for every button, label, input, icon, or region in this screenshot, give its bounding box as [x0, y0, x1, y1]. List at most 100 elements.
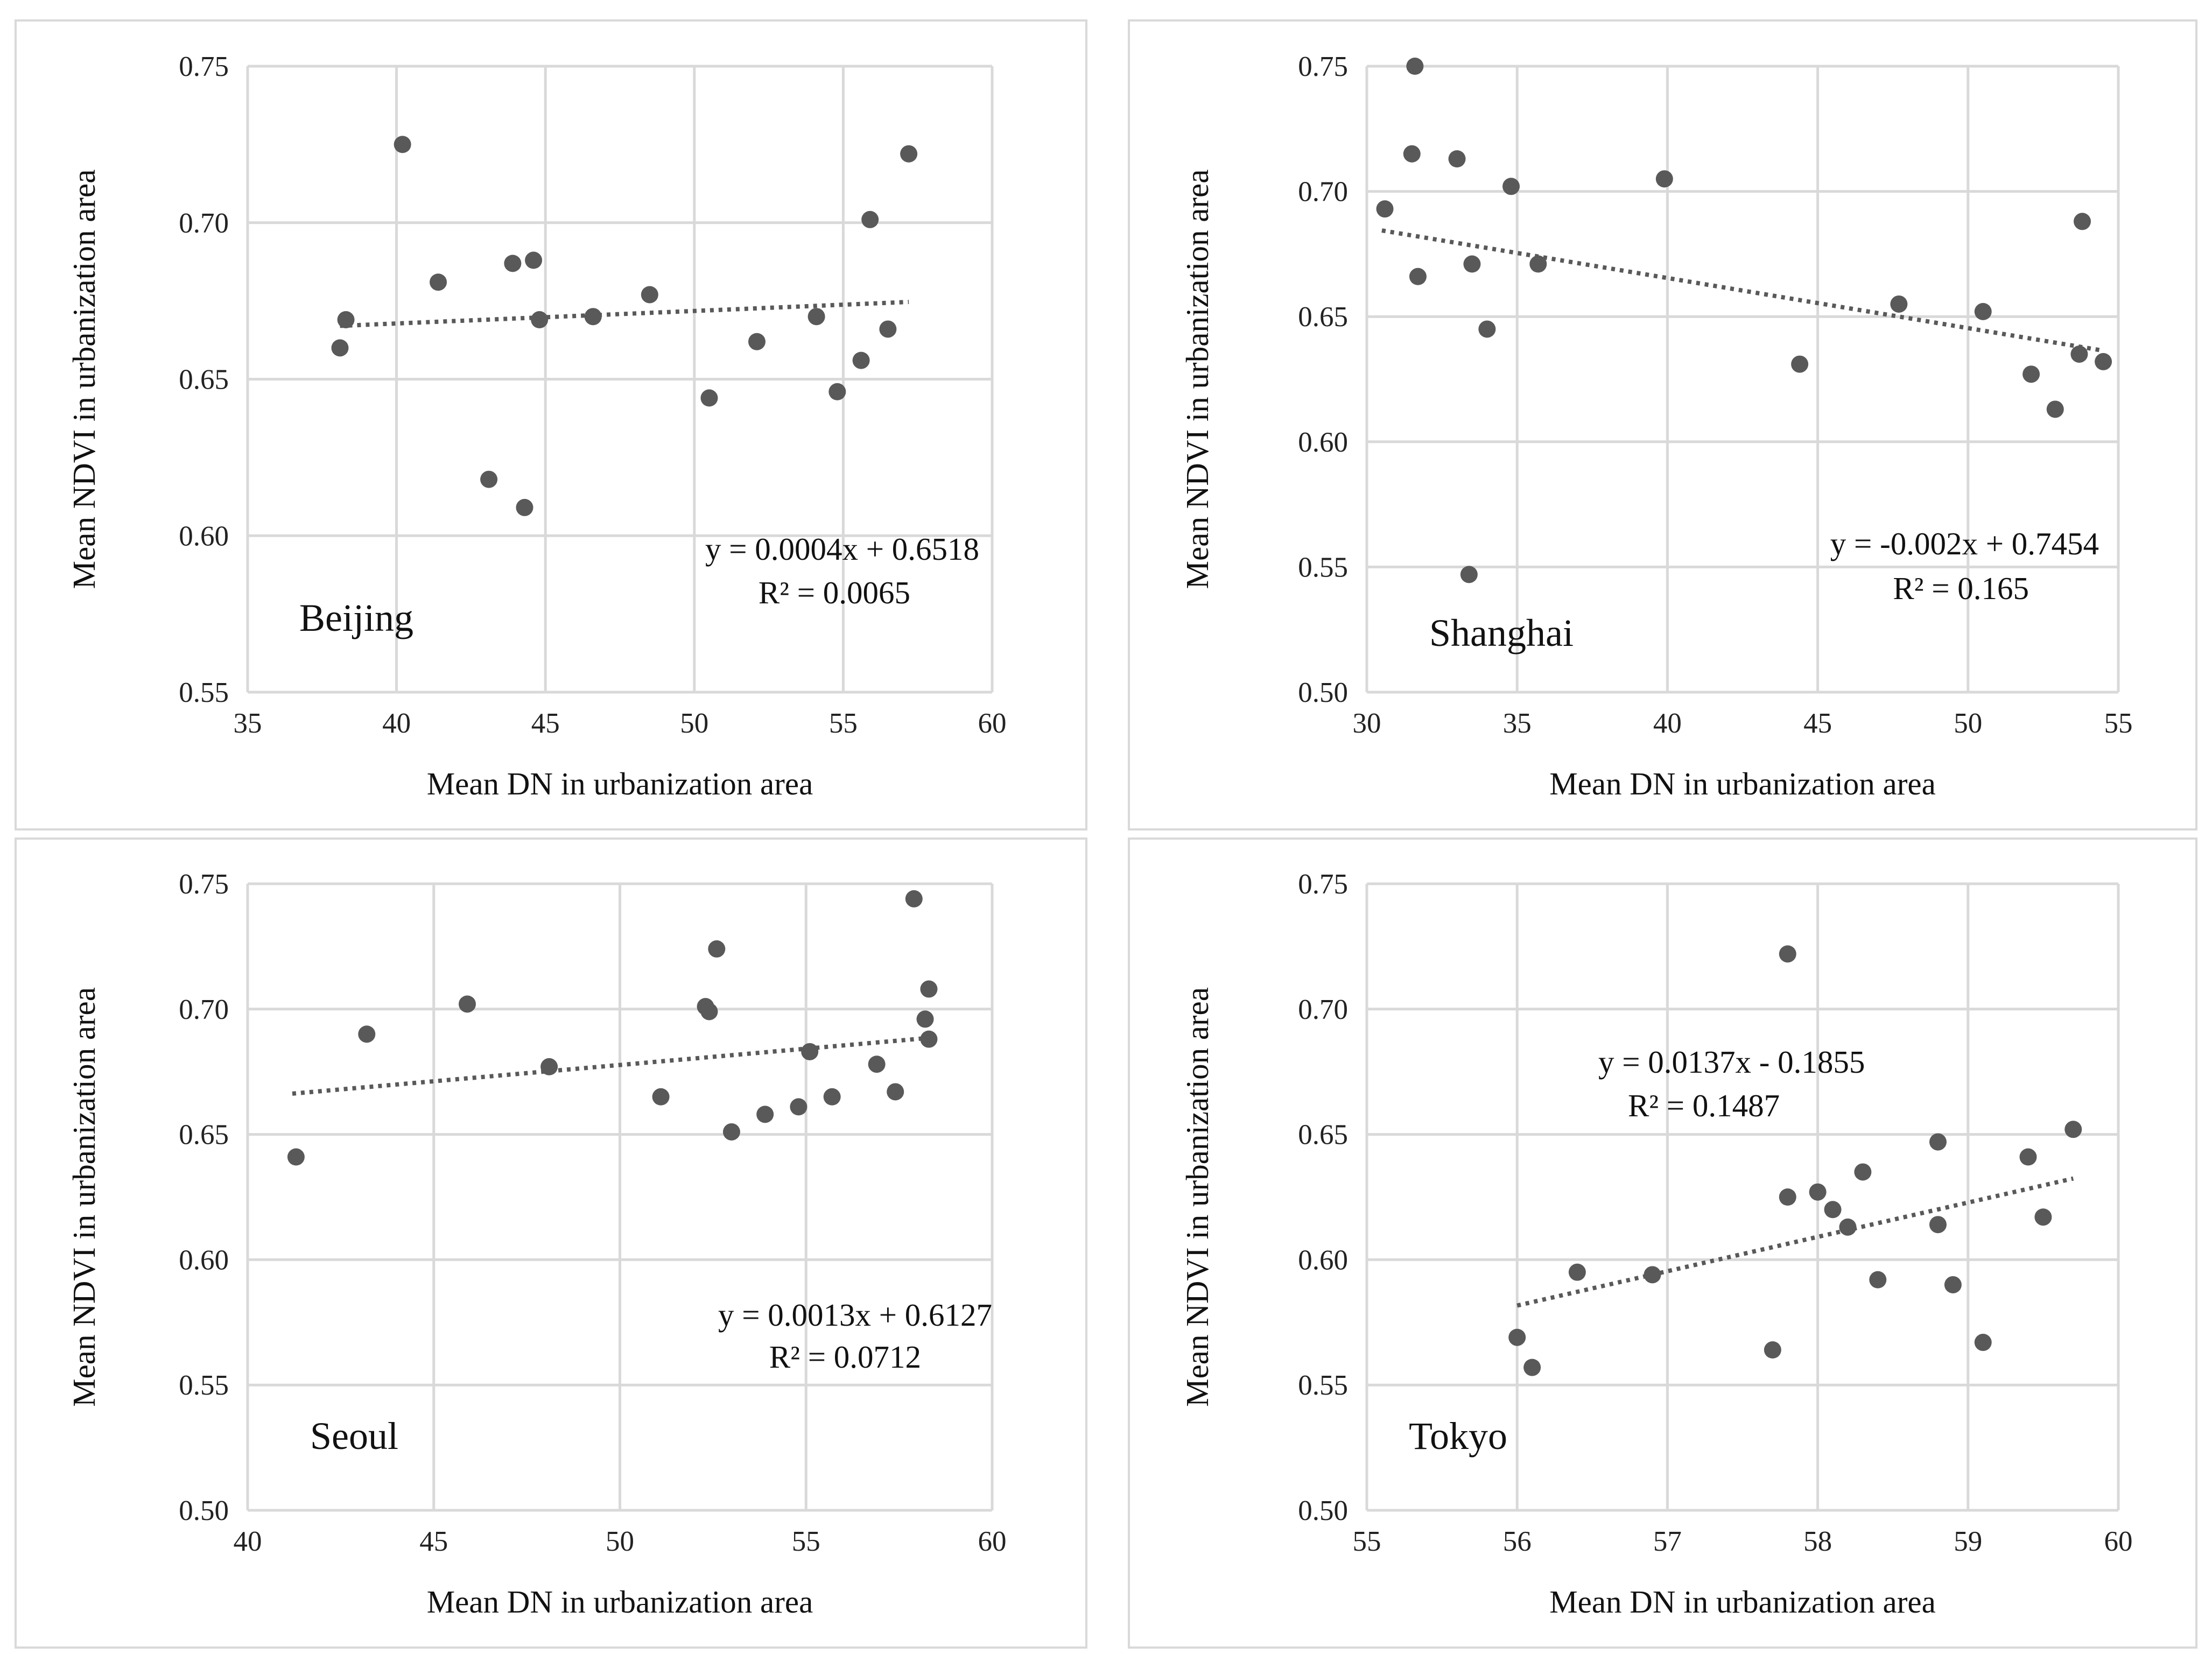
seoul-data-point — [905, 890, 923, 907]
shanghai-data-point — [2070, 345, 2088, 363]
seoul-y-axis-title: Mean NDVI in urbanization area — [66, 987, 102, 1407]
beijing-data-point — [861, 210, 879, 228]
tokyo-data-point — [2019, 1148, 2037, 1166]
beijing-data-point — [748, 333, 766, 350]
tokyo-data-point — [1508, 1328, 1526, 1346]
shanghai-data-point — [2095, 353, 2112, 370]
seoul-data-point — [700, 1003, 718, 1020]
tokyo-ytick-label: 0.65 — [1298, 1120, 1348, 1151]
beijing-xtick-label: 35 — [234, 708, 262, 739]
beijing-data-point — [641, 286, 658, 304]
seoul-ytick-label: 0.70 — [179, 994, 229, 1025]
beijing-data-point — [807, 308, 825, 326]
beijing-y-axis-title: Mean NDVI in urbanization area — [66, 170, 102, 589]
seoul-city-label: Seoul — [310, 1414, 398, 1458]
shanghai-panel: 30 35 40 45 50 55 0.50 0.55 0.60 0.65 0.70 0.75 Mean… — [1128, 19, 2197, 830]
shanghai-data-point — [2073, 213, 2091, 230]
beijing-data-point — [900, 145, 918, 163]
beijing-ytick-label: 0.75 — [179, 51, 229, 82]
beijing-data-point — [480, 470, 498, 488]
seoul-data-point — [540, 1058, 558, 1075]
tokyo-ytick-label: 0.50 — [1298, 1495, 1348, 1526]
seoul-data-point — [722, 1123, 740, 1141]
seoul-regression-equation: y = 0.0013x + 0.6127 — [718, 1297, 992, 1333]
tokyo-data-point — [1869, 1271, 1887, 1289]
beijing-data-point — [394, 136, 411, 153]
shanghai-data-point — [1974, 302, 1992, 320]
tokyo-data-point — [1809, 1183, 1827, 1201]
tokyo-data-point — [1523, 1359, 1541, 1376]
tokyo-data-point — [1944, 1276, 1962, 1293]
seoul-data-point — [708, 940, 726, 958]
tokyo-data-point — [1854, 1163, 1872, 1181]
seoul-data-point — [916, 1010, 934, 1028]
tokyo-data-point — [2034, 1208, 2052, 1226]
tokyo-ytick-label: 0.60 — [1298, 1244, 1348, 1276]
beijing-ytick-label: 0.55 — [179, 677, 229, 708]
beijing-data-point — [516, 498, 533, 516]
tokyo-x-axis-title: Mean DN in urbanization area — [1549, 1584, 1936, 1620]
seoul-data-point — [756, 1106, 774, 1123]
beijing-xtick-label: 50 — [680, 708, 708, 739]
seoul-xtick-label: 50 — [606, 1526, 634, 1557]
tokyo-data-point — [2064, 1121, 2082, 1138]
tokyo-data-point — [1644, 1266, 1661, 1284]
shanghai-data-point — [1403, 145, 1421, 163]
shanghai-data-point — [1529, 255, 1547, 273]
seoul-ytick-label: 0.50 — [179, 1495, 229, 1526]
shanghai-data-point — [2046, 400, 2064, 418]
shanghai-data-point — [1655, 170, 1673, 188]
seoul-xtick-label: 55 — [792, 1526, 820, 1557]
shanghai-data-point — [1406, 58, 1424, 75]
beijing-regression-equation: y = 0.0004x + 0.6518 — [705, 531, 979, 567]
beijing-xtick-label: 55 — [829, 708, 858, 739]
tokyo-data-point — [1974, 1334, 1992, 1352]
shanghai-city-label: Shanghai — [1429, 611, 1574, 654]
beijing-data-point — [525, 251, 543, 269]
beijing-data-point — [337, 311, 355, 329]
beijing-data-point — [828, 383, 846, 400]
seoul-ytick-label: 0.55 — [179, 1370, 229, 1401]
shanghai-xtick-label: 50 — [1954, 708, 1982, 739]
shanghai-xtick-label: 40 — [1653, 708, 1682, 739]
beijing-x-axis-title: Mean DN in urbanization area — [427, 766, 813, 801]
beijing-data-point — [879, 320, 897, 338]
tokyo-y-axis-title: Mean NDVI in urbanization area — [1179, 987, 1215, 1407]
seoul-xtick-label: 40 — [234, 1526, 262, 1557]
beijing-xtick-label: 40 — [382, 708, 411, 739]
beijing-xtick-label: 45 — [531, 708, 560, 739]
seoul-data-point — [287, 1148, 305, 1166]
shanghai-data-point — [1376, 200, 1394, 218]
tokyo-data-point — [1839, 1218, 1857, 1236]
beijing-city-label: Beijing — [299, 596, 413, 639]
seoul-data-point — [920, 980, 938, 998]
shanghai-xtick-label: 30 — [1353, 708, 1381, 739]
shanghai-trendline — [1381, 228, 2104, 353]
tokyo-xtick-label: 60 — [2104, 1526, 2133, 1557]
seoul-panel: 40 45 50 55 60 0.50 0.55 0.60 0.65 0.70 0.75 Mean D… — [15, 837, 1087, 1649]
shanghai-data-point — [1502, 178, 1520, 195]
beijing-r-squared: R² = 0.0065 — [759, 575, 910, 610]
shanghai-ytick-label: 0.55 — [1298, 552, 1348, 583]
tokyo-data-point — [1929, 1216, 1947, 1234]
shanghai-data-point — [1478, 320, 1496, 338]
beijing-data-point — [852, 351, 870, 369]
tokyo-xtick-label: 56 — [1503, 1526, 1532, 1557]
shanghai-data-point — [1791, 355, 1809, 373]
beijing-data-point — [531, 311, 549, 329]
beijing-data-point — [700, 389, 718, 407]
beijing-data-point — [584, 308, 602, 326]
beijing-data-point — [430, 273, 447, 291]
shanghai-ytick-label: 0.50 — [1298, 677, 1348, 708]
shanghai-ytick-label: 0.65 — [1298, 301, 1348, 333]
shanghai-data-point — [1448, 150, 1466, 168]
seoul-ytick-label: 0.75 — [179, 869, 229, 900]
seoul-data-point — [358, 1025, 376, 1043]
shanghai-ytick-label: 0.75 — [1298, 51, 1348, 82]
beijing-data-point — [331, 339, 349, 357]
tokyo-data-point — [1568, 1263, 1586, 1281]
shanghai-r-squared: R² = 0.165 — [1893, 571, 2029, 606]
seoul-xtick-label: 45 — [419, 1526, 448, 1557]
shanghai-xtick-label: 35 — [1503, 708, 1532, 739]
tokyo-r-squared: R² = 0.1487 — [1628, 1088, 1780, 1123]
